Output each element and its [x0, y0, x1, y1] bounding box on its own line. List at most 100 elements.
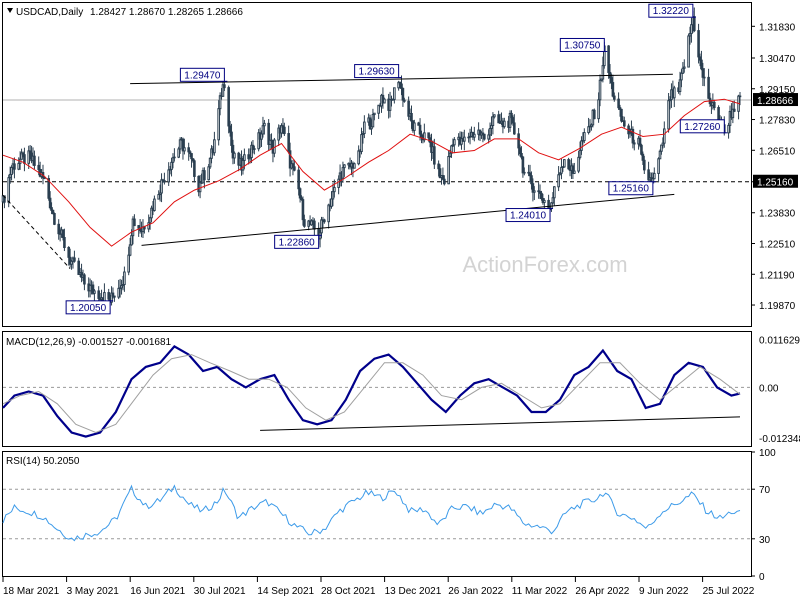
- dropdown-triangle-icon[interactable]: [7, 8, 13, 13]
- price-bar: [600, 78, 603, 82]
- price-bar-body: [433, 146, 436, 165]
- price-bar-body: [667, 100, 670, 130]
- price-bar: [490, 116, 493, 137]
- price-bar: [117, 279, 120, 300]
- price-bar: [517, 128, 520, 156]
- price-bar: [487, 129, 490, 144]
- price-bar-body: [243, 154, 246, 161]
- price-bar-body: [150, 207, 153, 219]
- price-bar: [357, 145, 360, 166]
- price-bar: [628, 128, 632, 138]
- price-bar: [370, 119, 373, 135]
- price-bar-body: [7, 177, 11, 203]
- price-bar: [231, 139, 235, 165]
- price-bar: [288, 142, 292, 177]
- price-bar: [147, 214, 150, 233]
- price-bar: [690, 17, 693, 43]
- price-bar-body: [653, 172, 656, 180]
- date-tick-label: 3 May 2021: [67, 586, 120, 597]
- price-bar-body: [51, 209, 55, 215]
- date-tick-label: 28 Oct 2021: [321, 586, 376, 597]
- price-bar-body: [91, 284, 95, 294]
- price-bar-body: [68, 256, 72, 265]
- price-bar: [51, 209, 55, 215]
- price-bar-body: [130, 235, 133, 246]
- price-bar-body: [483, 133, 486, 140]
- price-bar: [447, 150, 450, 185]
- price-bar: [551, 192, 555, 205]
- price-bar: [573, 162, 576, 175]
- price-bar: [250, 141, 253, 164]
- price-bar-body: [67, 247, 71, 258]
- price-bar: [150, 205, 153, 222]
- price-bar-body: [690, 24, 693, 35]
- price-bar: [268, 134, 272, 151]
- price-bar: [183, 138, 186, 155]
- price-bar-body: [320, 219, 323, 234]
- price-bar: [728, 105, 732, 133]
- price-bar: [217, 100, 220, 146]
- price-bar: [420, 130, 423, 144]
- price-bar: [571, 163, 575, 179]
- price-bar: [373, 112, 376, 121]
- moving-average-line: [2, 98, 741, 247]
- price-bar-body: [441, 175, 445, 180]
- price-bar-body: [343, 164, 346, 169]
- price-bar-body: [178, 139, 182, 150]
- price-bar-body: [298, 188, 302, 199]
- price-bar-body: [663, 128, 666, 144]
- price-bar: [260, 130, 263, 147]
- price-bar-body: [313, 220, 316, 230]
- price-bar: [323, 218, 326, 224]
- price-bar: [520, 146, 523, 160]
- price-bar-body: [738, 95, 742, 98]
- annotation-label: 1.20050: [70, 303, 107, 314]
- rsi-tick-label: 100: [759, 448, 776, 459]
- price-bar: [277, 124, 280, 146]
- macd-series: [2, 344, 741, 438]
- price-bar-body: [188, 151, 192, 155]
- price-bar-body: [277, 127, 280, 141]
- price-bar: [33, 150, 36, 170]
- date-tick-label: 26 Jan 2022: [448, 586, 503, 597]
- price-bar: [353, 162, 356, 169]
- price-bar-body: [353, 163, 356, 169]
- price-bar-body: [583, 132, 586, 142]
- price-bar-body: [121, 284, 125, 287]
- price-bar: [68, 248, 72, 268]
- price-bar-body: [597, 99, 600, 120]
- annotation-box: [648, 3, 694, 18]
- price-bar: [93, 289, 96, 302]
- macd-title: MACD(12,26,9) -0.001527 -0.001681: [6, 337, 172, 348]
- price-bar: [557, 166, 560, 192]
- price-bar-body: [263, 122, 266, 127]
- price-bar: [633, 139, 636, 151]
- price-bar: [540, 190, 543, 201]
- annotation-label: 1.22860: [279, 237, 316, 248]
- price-bar: [173, 148, 176, 162]
- rsi-tick-label: 0: [759, 572, 765, 583]
- price-bar-body: [253, 148, 256, 150]
- price-bar-body: [508, 112, 512, 128]
- annotation-box: [354, 64, 400, 79]
- price-bar-body: [147, 222, 150, 230]
- price-bar: [91, 281, 95, 295]
- price-bar-body: [423, 132, 426, 141]
- price-bar-body: [658, 150, 662, 160]
- price-bar-body: [83, 274, 86, 285]
- price-bar-body: [173, 156, 176, 159]
- price-bar-body: [297, 169, 300, 190]
- price-bar: [700, 50, 703, 71]
- price-bar-body: [688, 33, 692, 37]
- price-bar-body: [601, 65, 605, 80]
- price-bar: [558, 171, 562, 176]
- annotation-box: [274, 234, 320, 249]
- price-annotation: 1.32220: [648, 3, 696, 18]
- date-tick-label: 30 Jul 2021: [194, 586, 246, 597]
- price-bar: [363, 115, 366, 139]
- price-annotation: 1.24010: [505, 208, 554, 223]
- price-bar-body: [488, 127, 492, 136]
- price-bar: [417, 121, 420, 126]
- price-bar-body: [393, 87, 396, 100]
- price-bar: [281, 118, 285, 135]
